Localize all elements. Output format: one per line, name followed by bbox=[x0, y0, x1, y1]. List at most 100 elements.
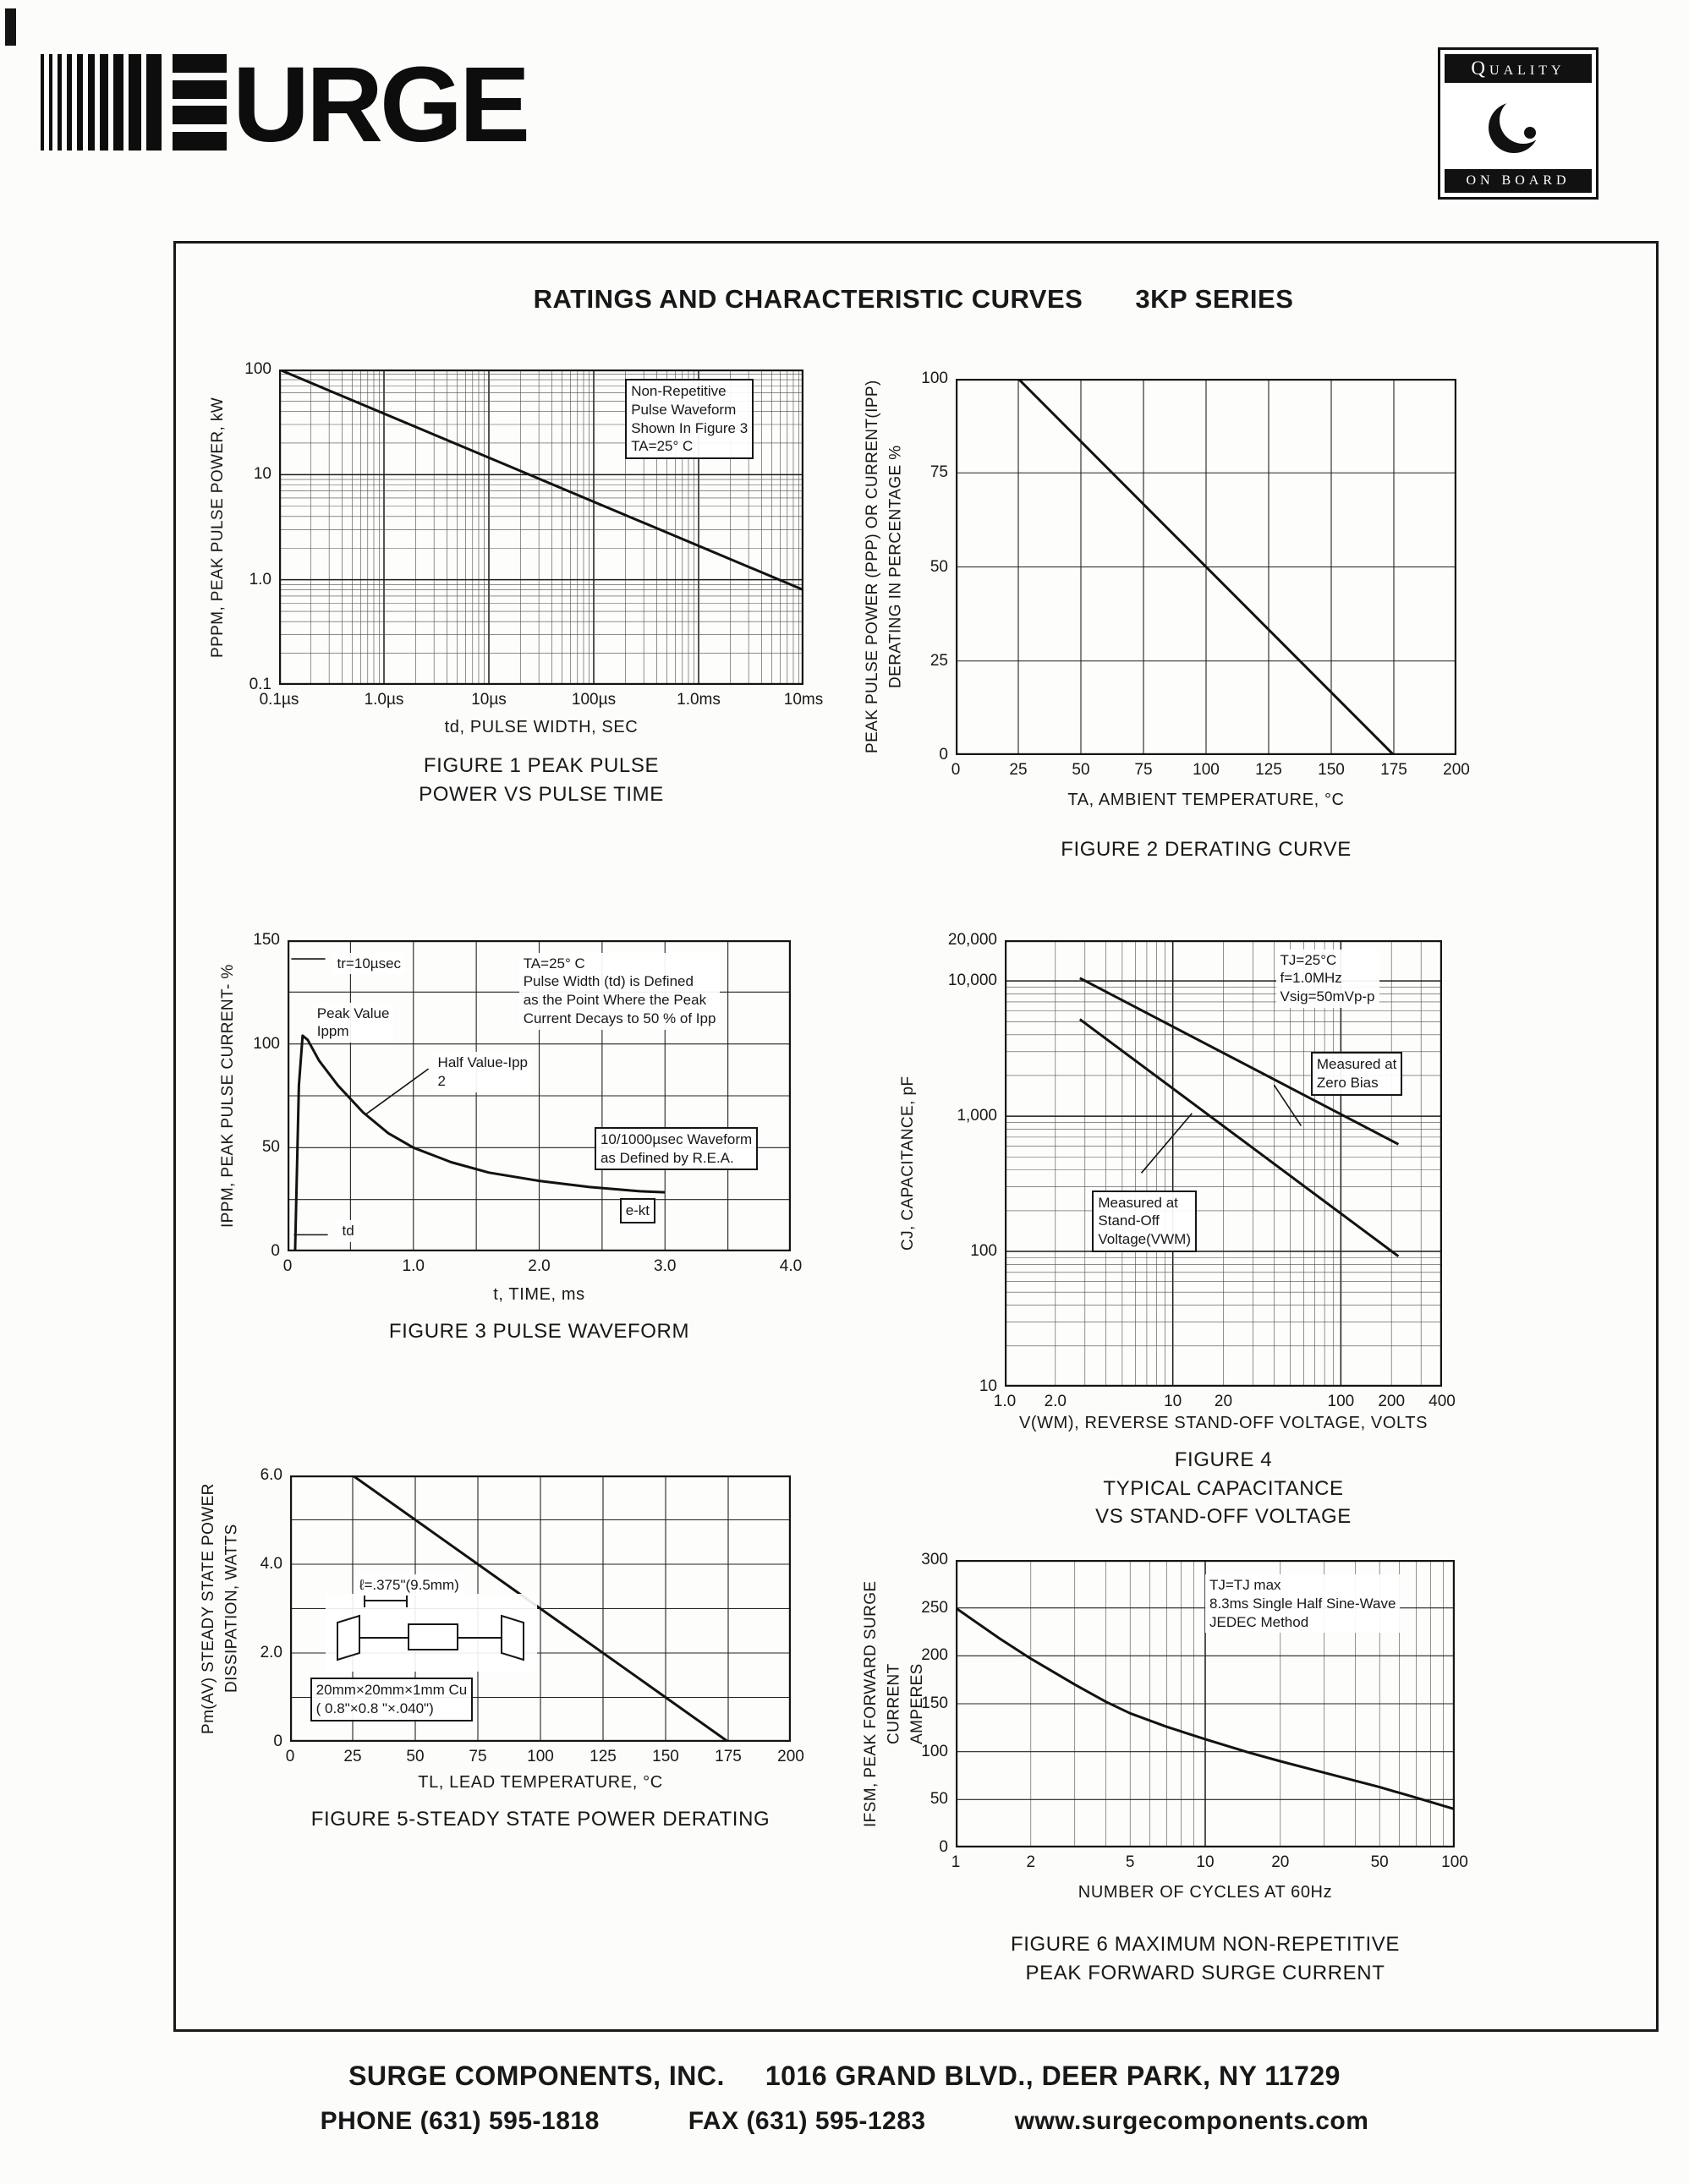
scan-artifact-mark bbox=[5, 8, 16, 46]
x-tick-label: 0 bbox=[282, 1257, 293, 1275]
y-tick-label: 100 bbox=[921, 369, 948, 387]
figure-1-plot-area: 0.1µs 1.0µs 10µs 100µs 1.0ms 10ms 0.1 1.0 10 100 N… bbox=[244, 360, 823, 709]
series-peak-pulse-power bbox=[279, 369, 803, 592]
footer-website: www.surgecomponents.com bbox=[1014, 2107, 1369, 2135]
figure-4-plot-svg bbox=[1005, 940, 1442, 1387]
figure-2-caption: FIGURE 2 DERATING CURVE bbox=[1061, 838, 1352, 861]
y-tick-label: 250 bbox=[921, 1598, 948, 1617]
logo-stylized-s-icon bbox=[173, 54, 227, 151]
quality-on-board-badge: Quality ON BOARD bbox=[1438, 47, 1599, 200]
figure-4-capacitance-vs-standoff-voltage: CJ, CAPACITANCE, pF 1.0 2.0 10 20 100 200 400 1… bbox=[899, 931, 1456, 1528]
content-border-box bbox=[173, 241, 1659, 2032]
x-tick-label: 125 bbox=[590, 1748, 617, 1765]
x-tick-label: 100 bbox=[1441, 1853, 1468, 1871]
footer-phone: PHONE (631) 595-1818 bbox=[320, 2107, 600, 2135]
x-tick-label: 1 bbox=[951, 1853, 961, 1871]
chart-annotation: 20mm×20mm×1mm Cu ( 0.8"×0.8 "×.040") bbox=[310, 1678, 474, 1721]
y-tick-label: 100 bbox=[921, 1742, 948, 1760]
badge-eclipse-icon bbox=[1445, 83, 1592, 169]
figure-3-pulse-waveform: IPPM, PEAK PULSE CURRENT- % 0 1.0 2.0 3.0 4.… bbox=[219, 931, 802, 1343]
figure-5-steady-state-power-derating: Pm(AV) STEADY STATE POWER DISSIPATION, W… bbox=[200, 1466, 804, 1831]
figure-5-caption: FIGURE 5-STEADY STATE POWER DERATING bbox=[310, 1808, 770, 1831]
x-tick-label: 0.1µs bbox=[259, 691, 299, 709]
page-title: RATINGS AND CHARACTERISTIC CURVES 3KP SE… bbox=[173, 284, 1653, 315]
x-tick-label: 200 bbox=[777, 1748, 804, 1765]
device-diagram bbox=[326, 1594, 537, 1672]
figure-2-x-axis-label: TA, AMBIENT TEMPERATURE, °C bbox=[1067, 791, 1345, 809]
series-name: 3KP SERIES bbox=[1135, 284, 1294, 314]
chart-annotation: 10/1000µsec Waveform as Defined by R.E.A… bbox=[594, 1126, 759, 1171]
x-tick-label: 50 bbox=[1370, 1853, 1389, 1871]
chart-annotation: Non-Repetitive Pulse Waveform Shown In F… bbox=[625, 379, 754, 460]
x-tick-label: 10 bbox=[1164, 1393, 1182, 1410]
series-derating-curve bbox=[1017, 379, 1396, 755]
y-tick-label: 100 bbox=[253, 1034, 280, 1053]
x-tick-label: 4.0 bbox=[779, 1257, 803, 1275]
figure-6-caption: FIGURE 6 MAXIMUM NON-REPETITIVE PEAK FOR… bbox=[1011, 1933, 1400, 1984]
chart-annotation: Peak Value Ippm bbox=[312, 1002, 394, 1043]
figure-2-plot-area: 0 25 50 75 100 125 150 175 200 0 25 50 75 100 bbox=[921, 369, 1470, 779]
x-tick-label: 200 bbox=[1443, 761, 1470, 779]
y-tick-label: 50 bbox=[929, 1790, 948, 1809]
figure-3-y-axis-label: IPPM, PEAK PULSE CURRENT- % bbox=[219, 964, 237, 1228]
x-tick-label: 125 bbox=[1255, 761, 1282, 779]
figure-4-y-axis-label: CJ, CAPACITANCE, pF bbox=[899, 1076, 917, 1251]
x-tick-label: 150 bbox=[652, 1748, 679, 1765]
chart-annotation: Measured at Zero Bias bbox=[1310, 1052, 1403, 1096]
figure-5-y-axis-label: Pm(AV) STEADY STATE POWER DISSIPATION, W… bbox=[200, 1483, 241, 1734]
y-tick-label: 4.0 bbox=[260, 1555, 282, 1573]
series-measured-at-stand-off-voltage bbox=[1078, 1018, 1400, 1258]
footer-fax: FAX (631) 595-1283 bbox=[688, 2107, 926, 2135]
chart-annotation: e-kt bbox=[619, 1198, 656, 1224]
series-peak-forward-surge-current bbox=[956, 1607, 1455, 1811]
chart-annotation: tr=10µsec bbox=[332, 952, 406, 975]
figure-3-caption: FIGURE 3 PULSE WAVEFORM bbox=[388, 1320, 690, 1343]
y-tick-label: 100 bbox=[244, 360, 271, 378]
x-tick-label: 175 bbox=[715, 1748, 742, 1765]
figure-1-x-axis-label: td, PULSE WIDTH, SEC bbox=[444, 718, 639, 736]
y-tick-label: 10 bbox=[253, 465, 271, 484]
x-tick-label: 0 bbox=[285, 1748, 295, 1765]
x-tick-label: 200 bbox=[1378, 1393, 1406, 1410]
y-tick-label: 75 bbox=[929, 463, 948, 482]
x-tick-label: 25 bbox=[1009, 761, 1028, 779]
logo-text: URGE bbox=[233, 44, 530, 164]
x-tick-label: 75 bbox=[469, 1748, 487, 1765]
chart-annotation: td bbox=[337, 1220, 359, 1242]
y-tick-label: 200 bbox=[921, 1646, 948, 1665]
chart-annotation: TJ=TJ max 8.3ms Single Half Sine-Wave JE… bbox=[1205, 1574, 1401, 1634]
figure-6-peak-forward-surge-current: IFSM, PEAK FORWARD SURGE CURRENT AMPERES… bbox=[862, 1551, 1468, 1984]
y-tick-label: 10,000 bbox=[947, 972, 997, 990]
y-tick-label: 25 bbox=[929, 651, 948, 670]
x-tick-label: 10µs bbox=[471, 691, 507, 709]
x-tick-label: 10 bbox=[1196, 1853, 1215, 1871]
y-tick-label: 10 bbox=[979, 1377, 997, 1395]
y-tick-label: 6.0 bbox=[260, 1466, 282, 1484]
x-tick-label: 20 bbox=[1271, 1853, 1290, 1871]
y-tick-label: 20,000 bbox=[947, 931, 997, 949]
y-tick-label: 50 bbox=[261, 1138, 280, 1157]
x-tick-label: 75 bbox=[1134, 761, 1153, 779]
x-tick-label: 150 bbox=[1318, 761, 1345, 779]
footer-company-line: SURGE COMPONENTS, INC. 1016 GRAND BLVD.,… bbox=[0, 2061, 1689, 2092]
x-tick-label: 1.0 bbox=[993, 1393, 1017, 1410]
x-tick-label: 100 bbox=[1193, 761, 1220, 779]
x-tick-label: 20 bbox=[1214, 1393, 1233, 1410]
x-tick-label: 5 bbox=[1125, 1853, 1135, 1871]
figure-1-peak-pulse-power-vs-pulse-time: PPPM, PEAK PULSE POWER, kW 0.1µs 1.0µs 10µ… bbox=[209, 360, 823, 806]
y-tick-label: 0 bbox=[939, 1838, 948, 1856]
figure-2-plot-svg bbox=[956, 379, 1456, 755]
chart-annotation: Half Value-Ipp 2 bbox=[433, 1052, 533, 1092]
y-tick-label: 50 bbox=[929, 557, 948, 576]
logo-barcode-stripes-icon bbox=[41, 54, 167, 151]
figure-2-y-axis-label: PEAK PULSE POWER (PPP) OR CURRENT(IPP) D… bbox=[864, 380, 905, 754]
x-tick-label: 400 bbox=[1429, 1393, 1456, 1410]
series-steady-state-power bbox=[352, 1475, 729, 1742]
y-tick-label: 100 bbox=[970, 1242, 997, 1261]
y-tick-label: 1.0 bbox=[249, 570, 271, 588]
figure-2-derating-curve: PEAK PULSE POWER (PPP) OR CURRENT(IPP) D… bbox=[864, 369, 1470, 861]
figure-4-plot-area: 1.0 2.0 10 20 100 200 400 10 100 1,000 10,000 20,00… bbox=[948, 931, 1456, 1410]
y-tick-label: 0 bbox=[271, 1242, 280, 1260]
figure-4-x-axis-label: V(WM), REVERSE STAND-OFF VOLTAGE, VOLTS bbox=[1018, 1414, 1429, 1432]
figure-4-caption: FIGURE 4 TYPICAL CAPACITANCE VS STAND-OF… bbox=[1095, 1448, 1352, 1529]
